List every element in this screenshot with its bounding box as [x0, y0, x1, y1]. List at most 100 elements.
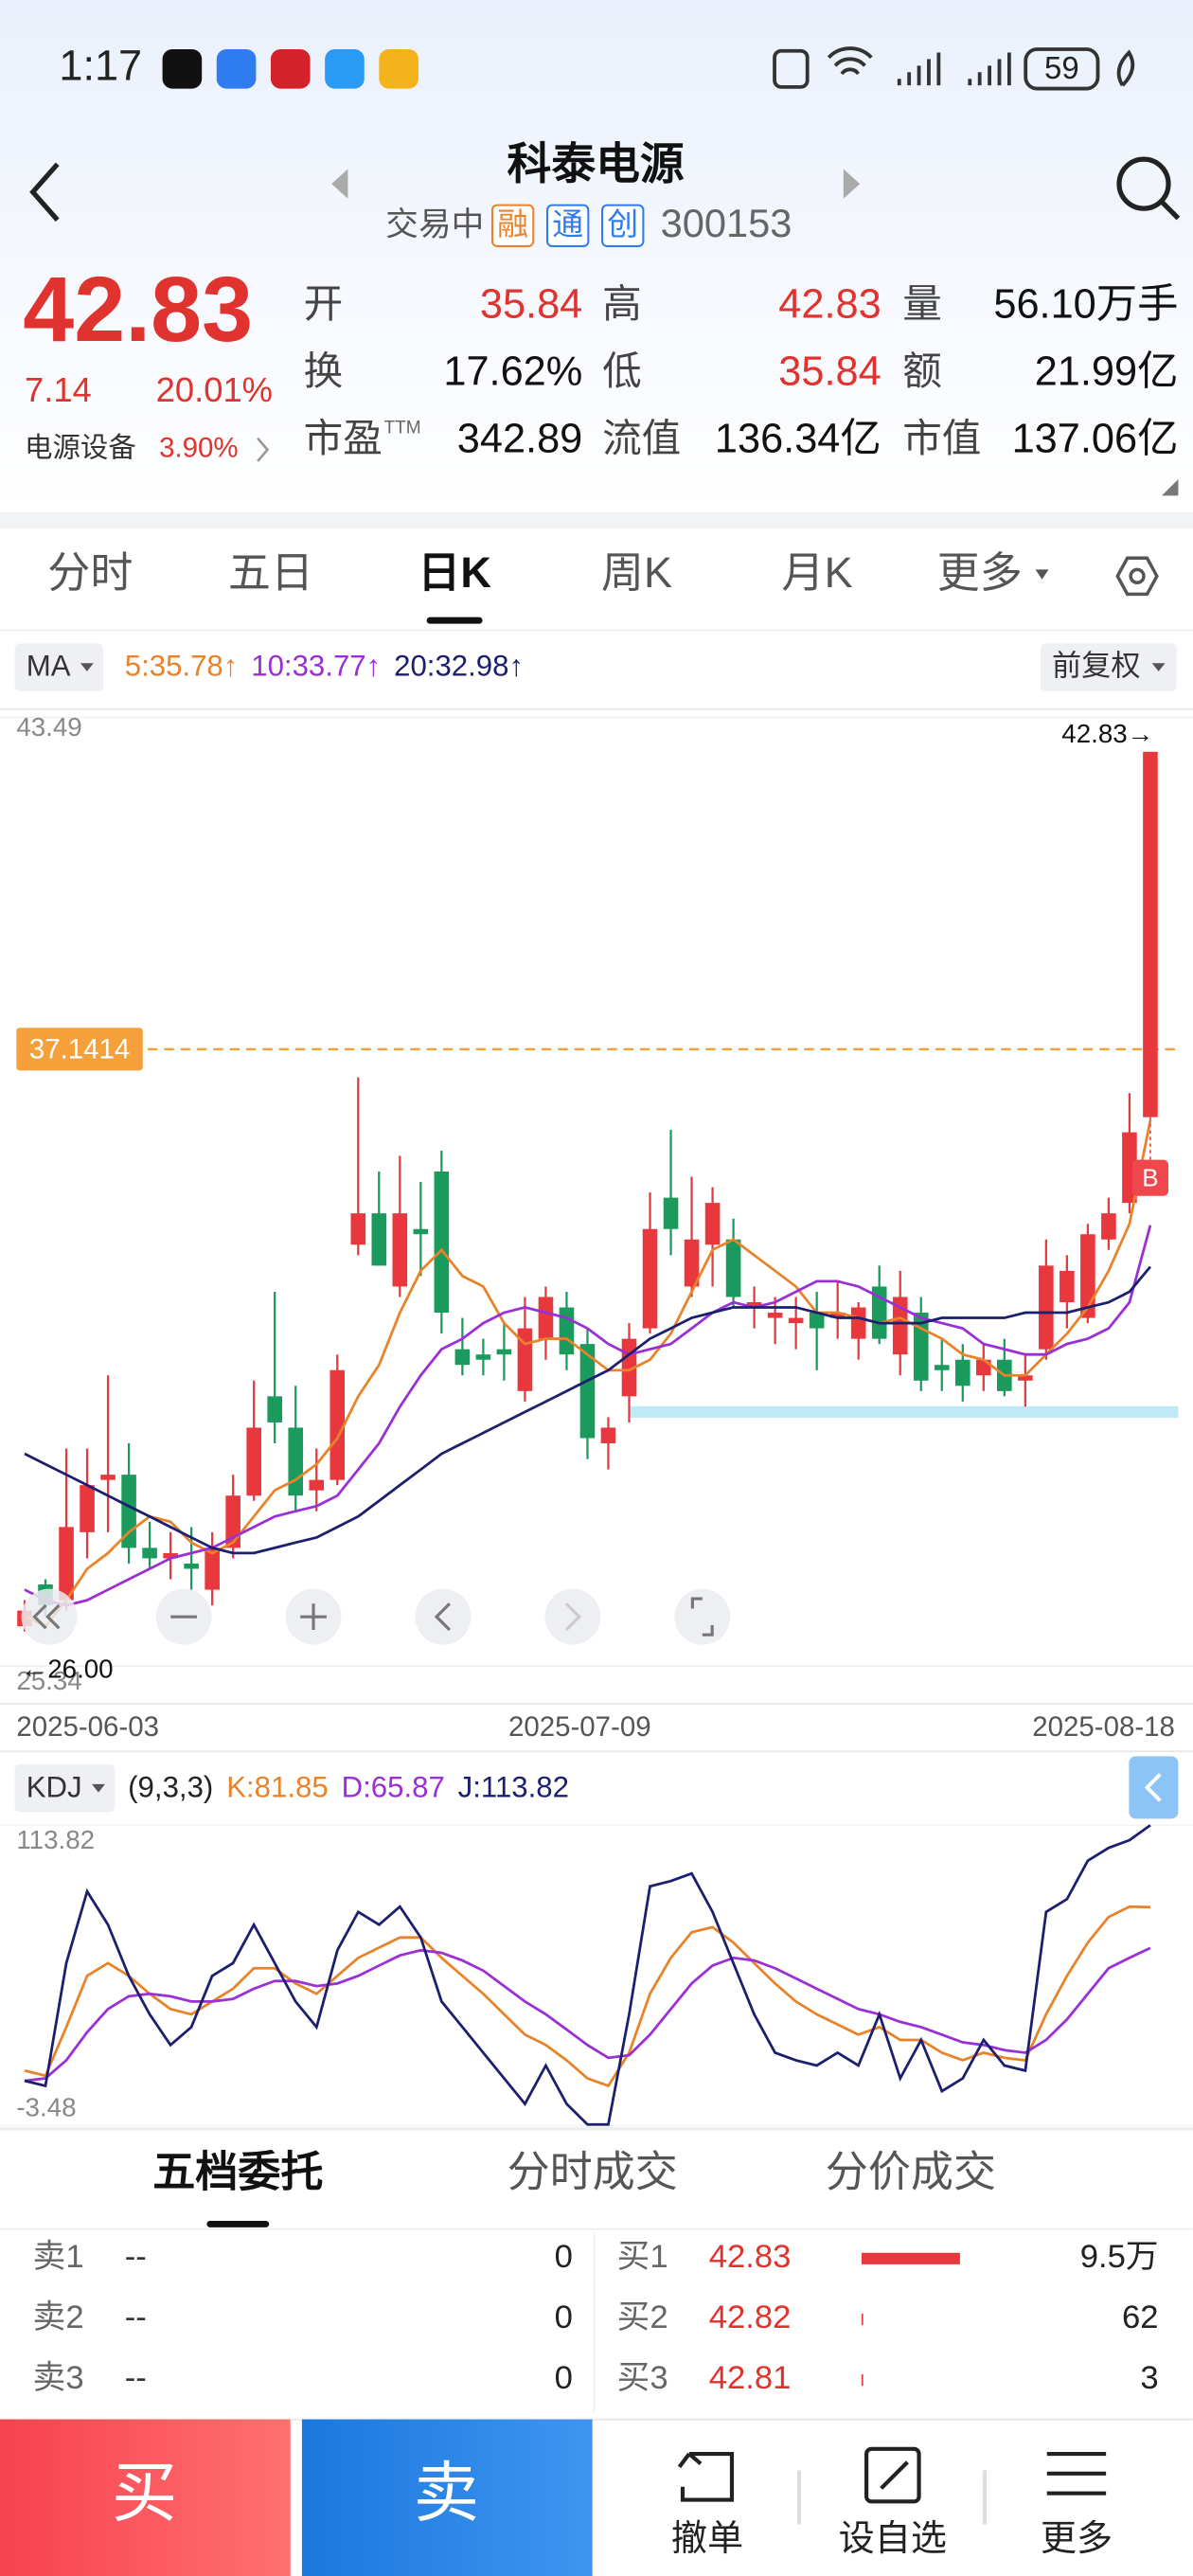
- badge: [490, 204, 535, 248]
- order-tab[interactable]: 五档委托: [152, 2147, 323, 2195]
- indicator-name: MA: [27, 650, 71, 683]
- level-volume: 62: [1122, 2299, 1159, 2335]
- field-label-sup: TTM: [384, 418, 421, 438]
- order-tab[interactable]: 分价成交: [826, 2147, 996, 2195]
- indicator-button[interactable]: [14, 1764, 116, 1813]
- period-tab[interactable]: 日K: [418, 548, 491, 597]
- expand-indicator[interactable]: [1162, 479, 1179, 496]
- candle-body: [246, 1427, 261, 1496]
- zoom-control[interactable]: [415, 1588, 472, 1645]
- level-price: 42.82: [709, 2299, 792, 2335]
- notification-icons: [162, 48, 418, 89]
- volume-bar: [861, 2252, 960, 2264]
- order-tab[interactable]: 分时成交: [507, 2147, 678, 2195]
- settings-button[interactable]: [1115, 556, 1159, 597]
- level-volume: 0: [555, 2360, 573, 2396]
- max-price-label: 42.83→: [1061, 719, 1153, 748]
- candle-body: [725, 1239, 741, 1297]
- next-stock[interactable]: [843, 169, 861, 199]
- min-price-label: ←26.00: [22, 1655, 114, 1684]
- x-tick-label: 2025-08-18: [1032, 1711, 1175, 1743]
- badge-text: 创: [607, 206, 638, 242]
- prev-stock[interactable]: [331, 169, 348, 199]
- legend-entry: 5:35.78↑: [125, 650, 239, 683]
- zoom-control-icon: [564, 1602, 582, 1632]
- candle-body: [538, 1297, 554, 1339]
- action-icons: [677, 2446, 1107, 2525]
- last-price: 42.83: [23, 258, 253, 361]
- candle-body: [934, 1365, 950, 1370]
- candle-body: [1018, 1375, 1033, 1381]
- collapse-button[interactable]: [1129, 1756, 1179, 1819]
- sector-pct: 3.90%: [159, 433, 239, 464]
- candle-body: [100, 1475, 116, 1480]
- period-tab[interactable]: 月K: [782, 548, 853, 597]
- indicator-params: (9,3,3): [128, 1770, 213, 1803]
- price-change-pct: 20.01%: [156, 370, 273, 409]
- field-label: 低: [602, 349, 642, 393]
- candle-body: [642, 1228, 658, 1329]
- sell-label: 卖: [414, 2456, 479, 2530]
- field-value: 342.89: [457, 417, 582, 462]
- period-tab[interactable]: 五日: [228, 548, 313, 597]
- candle-body: [350, 1213, 366, 1245]
- period-tab[interactable]: 分时: [47, 548, 133, 597]
- candle-body: [704, 1203, 721, 1245]
- back-button[interactable]: [29, 162, 60, 222]
- search-button[interactable]: [1116, 156, 1181, 221]
- level-price: 42.83: [709, 2239, 792, 2275]
- dropdown-arrow: [1035, 569, 1049, 580]
- field-value: 35.84: [480, 282, 582, 328]
- field-value: 136.34亿: [715, 417, 881, 462]
- sell-button[interactable]: [301, 2419, 593, 2576]
- period-tab[interactable]: 周K: [601, 548, 672, 597]
- period-tab[interactable]: 更多: [937, 548, 1023, 597]
- action-label[interactable]: 设自选: [839, 2518, 947, 2559]
- buy-label: 买: [112, 2456, 177, 2530]
- separator: [0, 2127, 1193, 2131]
- candle-body: [496, 1349, 512, 1355]
- legend-entry: 20:32.98↑: [394, 650, 524, 683]
- candle-body: [1101, 1213, 1116, 1240]
- field-label: 市值: [902, 416, 981, 460]
- zoom-control[interactable]: [544, 1588, 601, 1645]
- badge-text: 融: [497, 206, 528, 242]
- indicator-name: KDJ: [27, 1770, 82, 1803]
- sector-arrow[interactable]: [257, 437, 270, 462]
- level-price: --: [125, 2360, 147, 2396]
- action-label[interactable]: 更多: [1041, 2518, 1113, 2559]
- candle-body: [1039, 1265, 1054, 1350]
- trade-mark-label: B: [1142, 1163, 1158, 1191]
- candle-body: [309, 1479, 325, 1491]
- level-label: 买2: [617, 2299, 668, 2335]
- candle-body: [184, 1563, 199, 1569]
- zoom-control[interactable]: [674, 1588, 731, 1645]
- candle-body: [59, 1527, 74, 1601]
- sector-name[interactable]: 电源设备: [25, 433, 136, 464]
- adjust-button[interactable]: [1040, 643, 1177, 691]
- stock-code: 300153: [661, 201, 792, 245]
- indicator-button[interactable]: [14, 643, 104, 691]
- trade-mark[interactable]: [1131, 1159, 1169, 1196]
- dropdown-arrow: [1151, 663, 1166, 671]
- y-tick-label: 43.49: [16, 712, 81, 742]
- candle-body: [600, 1427, 616, 1444]
- badge: [545, 204, 590, 248]
- field-label: 高: [602, 281, 642, 326]
- field-label: 流值: [602, 416, 681, 460]
- zoom-control-icon: [32, 1603, 61, 1630]
- field-label: 开: [304, 281, 344, 326]
- level-price: 42.81: [709, 2360, 792, 2396]
- action-label[interactable]: 撤单: [671, 2518, 743, 2559]
- system-icons: [773, 46, 1135, 91]
- candle-body: [850, 1307, 866, 1339]
- candle-body: [684, 1239, 700, 1287]
- field-label: 量: [902, 281, 942, 326]
- buy-button[interactable]: [0, 2419, 291, 2576]
- stock-name: 科泰电源: [507, 139, 685, 188]
- field-value: 42.83: [778, 282, 881, 328]
- badge-text: 通: [552, 206, 583, 242]
- kdj-lines: [24, 1824, 1151, 2126]
